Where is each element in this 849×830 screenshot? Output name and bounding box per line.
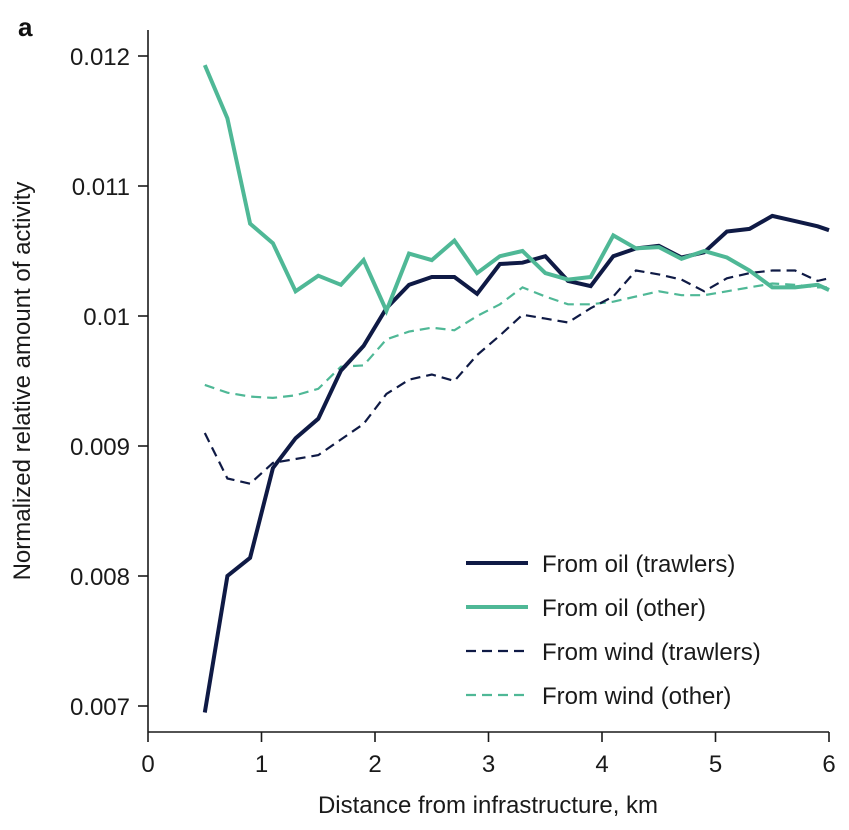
x-tick-label: 6 <box>822 751 835 778</box>
series-lines <box>202 64 830 713</box>
series-line-from-wind-trawlers <box>203 269 830 485</box>
axes <box>147 30 829 733</box>
x-tick-label: 0 <box>141 751 154 778</box>
series-line-from-oil-other <box>202 64 830 316</box>
y-axis-title: Normalized relative amount of activity <box>9 182 36 581</box>
x-tick-label: 1 <box>255 751 268 778</box>
y-tick-label: 0.011 <box>72 174 130 201</box>
y-tick-label: 0.012 <box>70 44 130 71</box>
legend-label: From wind (other) <box>542 683 731 710</box>
y-tick-label: 0.01 <box>83 304 130 331</box>
x-tick-label: 5 <box>709 751 722 778</box>
y-tick-label: 0.009 <box>70 434 130 461</box>
y-tick-label: 0.008 <box>70 564 130 591</box>
x-axis-title: Distance from infrastructure, km <box>318 792 658 819</box>
series-line-from-oil-trawlers <box>202 213 830 713</box>
panel-label: a <box>18 12 33 42</box>
x-tick-label: 2 <box>368 751 381 778</box>
x-tick-label: 3 <box>482 751 495 778</box>
legend: From oil (trawlers) From oil (other) From … <box>466 551 761 710</box>
legend-label: From wind (trawlers) <box>542 639 761 666</box>
x-ticks: 0 1 2 3 4 5 6 <box>141 732 836 778</box>
legend-label: From oil (trawlers) <box>542 551 735 578</box>
x-tick-label: 4 <box>595 751 608 778</box>
y-ticks: 0.007 0.008 0.009 0.01 0.011 0.012 <box>70 44 148 721</box>
legend-label: From oil (other) <box>542 595 706 622</box>
series-line-from-wind-other <box>204 282 829 400</box>
y-tick-label: 0.007 <box>70 694 130 721</box>
